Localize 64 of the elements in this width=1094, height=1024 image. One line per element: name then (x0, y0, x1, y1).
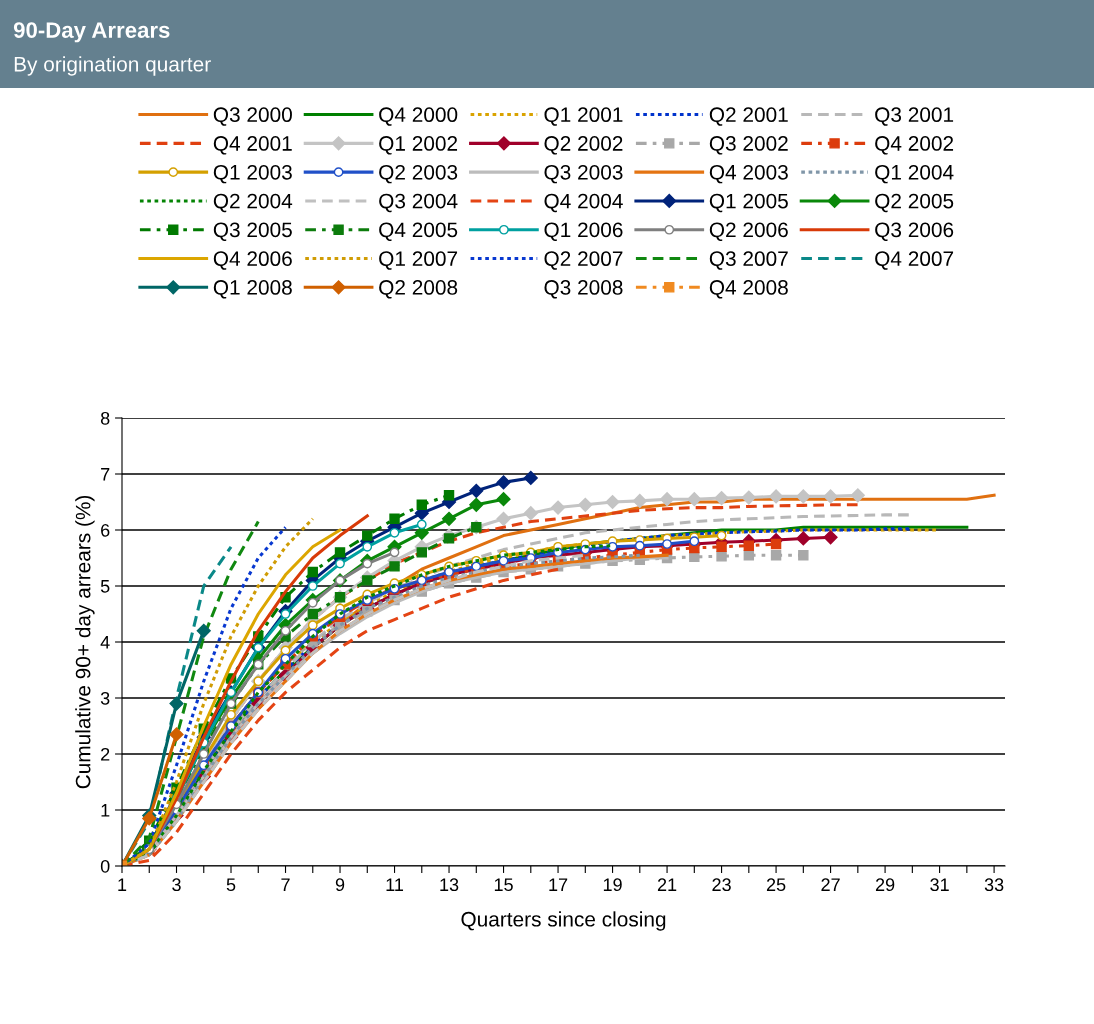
legend-label: Q2 2002 (544, 136, 623, 155)
chart-title: 90-Day Arrears (13, 22, 170, 43)
y-tick-label: 4 (100, 636, 110, 649)
y-axis-title: Cumulative 90+ day arrears (%) (75, 495, 95, 789)
legend-label: Q1 2001 (544, 107, 623, 126)
x-tick-label: 31 (930, 878, 949, 892)
legend-label: Q4 2001 (213, 136, 292, 155)
legend-label: Q1 2005 (709, 193, 788, 213)
y-tick-label: 6 (101, 523, 110, 537)
y-tick-label: 1 (101, 804, 110, 817)
legend-label: Q3 2003 (544, 164, 623, 184)
x-tick-label: 3 (172, 878, 181, 892)
legend-label: Q3 2004 (379, 193, 458, 213)
legend-label: Q1 2006 (544, 222, 623, 241)
y-tick-label: 2 (101, 747, 110, 761)
y-tick-label: 5 (100, 580, 110, 593)
legend-label: Q4 2007 (875, 251, 954, 270)
y-tick-label: 8 (100, 411, 110, 425)
x-tick-label: 19 (603, 878, 622, 892)
legend-label: Q3 2000 (213, 107, 292, 126)
x-tick-label: 23 (712, 878, 731, 892)
y-tick-label: 0 (100, 859, 110, 873)
chart-subtitle: By origination quarter (14, 56, 211, 76)
x-axis-title: Quarters since closing (461, 911, 666, 931)
x-tick-label: 29 (875, 878, 895, 892)
legend-label: Q4 2008 (709, 280, 788, 299)
legend-label: Q2 2003 (379, 164, 458, 184)
legend-label: Q4 2005 (379, 222, 458, 241)
legend-label: Q2 2005 (875, 193, 954, 213)
legend-label: Q4 2002 (875, 136, 954, 155)
legend-label: Q4 2000 (379, 107, 458, 126)
legend-label: Q3 2005 (213, 222, 292, 241)
legend-label: Q1 2004 (875, 164, 954, 184)
x-tick-label: 7 (281, 878, 290, 891)
legend-label: Q2 2001 (709, 107, 788, 126)
legend-label: Q1 2003 (213, 164, 292, 184)
legend-label: Q2 2004 (213, 193, 293, 213)
text: Q3 2008 (544, 280, 623, 299)
legend-label: Q2 2007 (544, 251, 623, 270)
x-tick-label: 5 (226, 878, 236, 892)
legend-label: Q4 2006 (213, 251, 292, 270)
legend-label: Q3 2002 (709, 136, 788, 155)
x-tick-label: 1 (118, 878, 127, 891)
legend-label: Q1 2007 (379, 251, 458, 270)
legend-label: Q2 2006 (709, 222, 788, 241)
legend-label: Q2 2008 (379, 280, 458, 299)
y-tick-label: 3 (100, 691, 110, 705)
legend-label: Q4 2003 (709, 164, 788, 184)
x-tick-label: 13 (440, 878, 459, 892)
legend-label: Q1 2008 (213, 280, 292, 299)
x-tick-label: 27 (821, 878, 840, 891)
legend-label: Q1 2002 (379, 136, 458, 155)
legend-label: Q3 2006 (875, 222, 954, 241)
x-tick-label: 17 (549, 878, 568, 891)
y-tick-label: 7 (101, 468, 110, 481)
x-tick-label: 11 (386, 878, 404, 891)
x-tick-label: 33 (984, 878, 1004, 892)
x-tick-label: 9 (335, 878, 345, 892)
x-tick-label: 15 (494, 878, 513, 892)
legend-label: Q4 2004 (544, 193, 623, 213)
x-tick-label: 25 (766, 878, 786, 892)
legend-label: Q3 2001 (875, 107, 954, 126)
x-tick-label: 21 (657, 878, 677, 891)
legend-label: Q3 2007 (709, 251, 788, 270)
